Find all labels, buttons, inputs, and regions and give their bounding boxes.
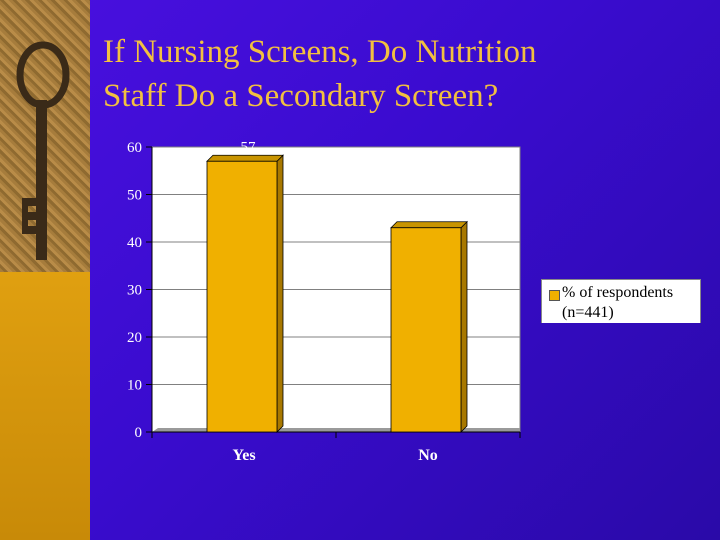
chart-legend: % of respondents (n=441): [541, 279, 701, 323]
title-line-1: If Nursing Screens, Do Nutrition: [103, 34, 537, 70]
data-label: 43: [425, 206, 440, 222]
bar: [390, 227, 462, 433]
legend-swatch: [549, 290, 560, 301]
legend-label: % of respondents (n=441): [562, 284, 674, 321]
plot-area: 0 10 20 30 40 50 60 57 Yes 43 No: [127, 139, 521, 464]
y-tick-label: 40: [127, 235, 142, 251]
slide-title: If Nursing Screens, Do Nutrition Staff D…: [103, 30, 703, 118]
bar-top: [390, 221, 468, 229]
y-tick-label: 20: [127, 330, 142, 346]
bar-side: [460, 220, 468, 433]
y-tick-label: 60: [127, 140, 142, 156]
x-tick-label: No: [418, 447, 438, 464]
key-photo: [0, 0, 90, 272]
bar: [206, 160, 278, 433]
y-tick-label: 30: [127, 283, 142, 299]
data-label: 57: [241, 139, 257, 155]
bar-top: [206, 154, 284, 162]
antique-key-icon: [16, 41, 70, 260]
title-line-2: Staff Do a Secondary Screen?: [103, 78, 499, 114]
y-tick-label: 50: [127, 188, 142, 204]
bar-side: [276, 154, 284, 433]
y-tick-label: 0: [135, 425, 143, 441]
x-tick-label: Yes: [232, 447, 255, 464]
y-tick-label: 10: [127, 378, 142, 394]
